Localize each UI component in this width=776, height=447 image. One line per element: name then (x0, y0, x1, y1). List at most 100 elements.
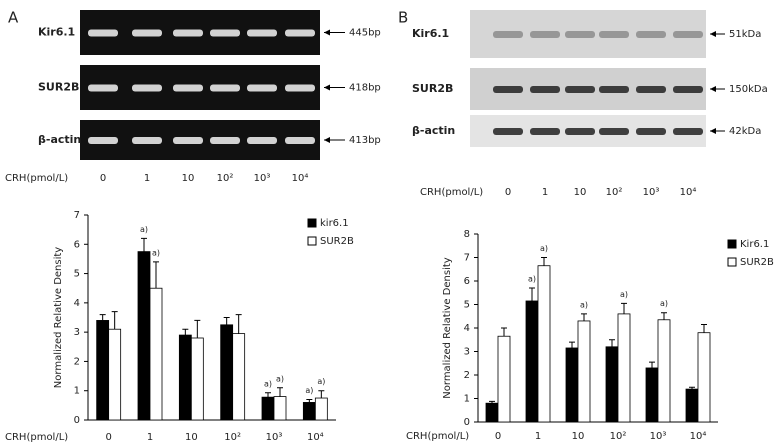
gel-strip (470, 10, 706, 58)
x-tick-label: 1 (147, 432, 153, 443)
y-tick-label: 3 (74, 327, 80, 338)
band (247, 29, 277, 37)
lane-label: 10⁴ (680, 187, 697, 198)
arrow-head (710, 128, 716, 134)
error-bar (306, 399, 313, 403)
significance-label: a) (620, 290, 628, 299)
y-tick-label: 1 (74, 386, 80, 397)
y-tick-label: 6 (464, 276, 470, 287)
x-tick-label: 10⁴ (307, 432, 324, 443)
size-label: 42kDa (729, 126, 761, 137)
bar (190, 337, 204, 421)
band (493, 128, 523, 135)
lane-label: 10³ (254, 173, 271, 184)
band (599, 86, 629, 93)
axis-label: CRH(pmol/L) (5, 173, 68, 184)
y-tick-label: 8 (464, 229, 470, 240)
legend-swatch (727, 239, 737, 249)
size-label: 413bp (349, 135, 381, 146)
size-label: 445bp (349, 28, 381, 39)
band (247, 137, 277, 144)
bar (232, 333, 246, 421)
band (285, 137, 315, 144)
panel-letter: B (398, 9, 408, 27)
error-bar (182, 328, 189, 336)
bar (137, 251, 151, 421)
error-bar (569, 341, 575, 348)
lane-label: 10 (574, 187, 587, 198)
x-axis-label: CRH(pmol/L) (5, 432, 68, 443)
significance-label: a) (305, 386, 313, 395)
band (599, 31, 629, 38)
row-label: β-actin (38, 133, 81, 146)
significance-label: a) (140, 225, 148, 234)
y-tick-label: 0 (74, 415, 80, 426)
x-tick-label: 10³ (650, 431, 667, 442)
bar (108, 328, 122, 421)
arrow-head (324, 29, 330, 36)
band (565, 86, 595, 93)
band (173, 84, 203, 92)
size-label: 51kDa (729, 29, 761, 40)
error-bar (661, 312, 667, 320)
y-tick-label: 2 (464, 370, 470, 381)
legend-swatch (727, 257, 737, 267)
bar (525, 300, 539, 423)
bar (220, 324, 234, 421)
y-tick-label: 6 (74, 239, 80, 250)
axis-label: CRH(pmol/L) (420, 187, 483, 198)
x-tick-label: 10 (572, 431, 585, 442)
legend-label: SUR2B (740, 257, 774, 268)
significance-label: a) (660, 299, 668, 308)
bar (565, 347, 579, 423)
y-tick-label: 7 (464, 253, 470, 264)
lane-label: 10³ (643, 187, 660, 198)
significance-label: a) (540, 244, 548, 253)
band (88, 29, 118, 37)
row-label: Kir6.1 (412, 27, 449, 40)
x-axis-label: CRH(pmol/L) (406, 431, 469, 442)
band (132, 29, 162, 37)
size-label: 150kDa (729, 84, 768, 95)
lane-label: 10⁴ (292, 173, 309, 184)
arrow-head (710, 86, 716, 92)
bar (605, 346, 619, 423)
significance-label: a) (152, 248, 160, 257)
y-axis-label: Normalized Relative Density (442, 257, 453, 398)
band (530, 31, 560, 38)
bar (261, 396, 275, 421)
legend-swatch (307, 236, 317, 246)
y-tick-label: 5 (74, 269, 80, 280)
error-bar (99, 314, 106, 321)
y-tick-label: 3 (464, 347, 470, 358)
band (530, 128, 560, 135)
error-bar (235, 314, 242, 334)
bar (302, 402, 316, 421)
y-axis-label: Normalized Relative Density (53, 247, 64, 388)
bar (577, 320, 591, 423)
lane-label: 0 (100, 173, 106, 184)
significance-label: a) (580, 300, 588, 309)
bar (497, 335, 511, 423)
band (673, 31, 703, 38)
row-label: β-actin (412, 124, 455, 137)
band (493, 86, 523, 93)
legend-label: kir6.1 (320, 218, 349, 229)
y-tick-label: 5 (464, 300, 470, 311)
band (673, 86, 703, 93)
row-label: SUR2B (412, 82, 453, 95)
band (173, 137, 203, 144)
band (210, 84, 240, 92)
band (565, 128, 595, 135)
error-bar (141, 237, 147, 252)
band (599, 128, 629, 135)
bar (149, 287, 163, 421)
error-bar (701, 323, 707, 333)
error-bar (489, 400, 495, 404)
x-tick-label: 10³ (266, 432, 283, 443)
band (173, 29, 203, 37)
lane-label: 10² (217, 173, 234, 184)
y-tick-label: 0 (464, 417, 470, 428)
error-bar (277, 387, 283, 397)
